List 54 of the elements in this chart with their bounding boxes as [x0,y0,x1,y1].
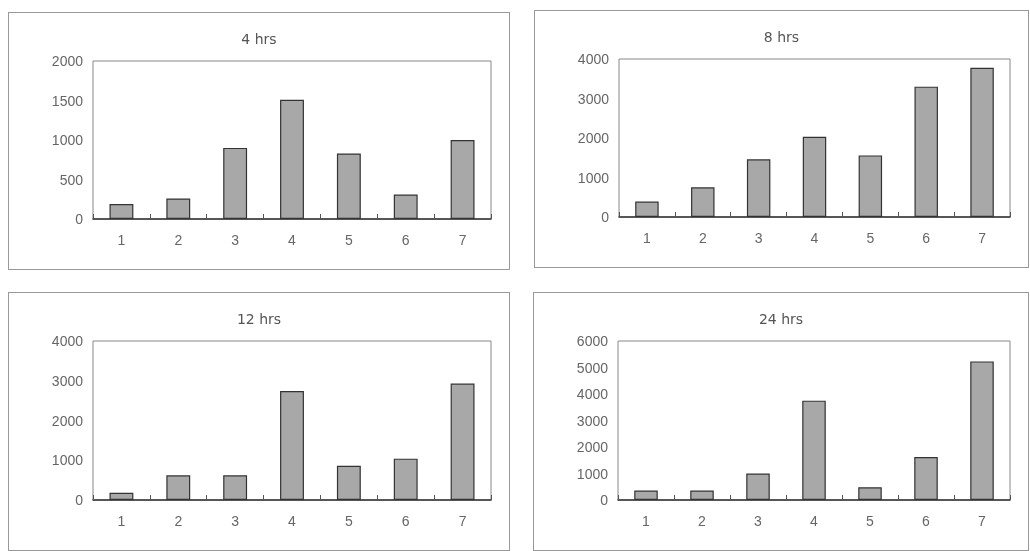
x-tick-label: 4 [288,232,297,248]
y-tick-label: 3000 [576,412,609,429]
y-tick-label: 5000 [576,359,609,376]
y-tick-label: 2000 [577,130,610,146]
x-tick-label: 3 [231,513,240,529]
x-tick-label: 4 [810,230,819,246]
chart-title: 24 hrs [758,311,804,327]
chart-title: 12 hrs [236,311,282,327]
y-tick-label: 2000 [576,439,609,455]
x-tick-label: 2 [174,513,183,529]
chart-title: 8 hrs [763,29,800,45]
y-tick-label: 1000 [51,132,84,148]
x-tick-label: 3 [754,513,763,529]
x-tick-label: 2 [698,230,707,246]
x-tick-label: 6 [401,232,410,248]
x-tick-label: 3 [754,230,763,246]
y-tick-label: 1000 [51,452,84,469]
y-tick-label: 0 [75,211,84,227]
y-tick-label: 1500 [51,92,84,109]
x-tick-label: 7 [458,232,467,248]
y-tick-label: 0 [600,492,609,508]
x-tick-label: 4 [810,513,819,529]
chart-title: 4 hrs [241,31,277,47]
x-tick-label: 1 [117,513,126,529]
y-tick-label: 3000 [51,372,84,389]
x-tick-label: 7 [978,230,987,246]
x-tick-label: 2 [698,513,707,529]
y-tick-label: 0 [601,209,610,225]
x-tick-label: 1 [643,230,652,246]
y-tick-label: 0 [75,492,84,508]
y-tick-label: 2000 [51,53,84,69]
y-tick-label: 4000 [51,333,84,349]
x-tick-label: 7 [458,513,467,529]
x-tick-label: 4 [288,513,297,529]
x-tick-label: 5 [344,232,353,248]
y-tick-label: 4000 [576,386,609,402]
y-tick-label: 500 [59,171,84,188]
x-tick-label: 1 [642,513,651,529]
x-tick-label: 5 [866,230,875,246]
x-tick-label: 6 [922,513,931,529]
y-tick-label: 3000 [577,90,610,107]
y-tick-label: 1000 [576,465,609,482]
y-tick-label: 2000 [51,412,84,429]
x-tick-label: 6 [922,230,931,246]
x-tick-label: 3 [231,232,240,248]
y-tick-label: 6000 [576,333,609,349]
x-tick-label: 5 [344,513,353,529]
y-tick-label: 1000 [577,169,610,186]
x-tick-label: 2 [174,232,183,248]
x-tick-label: 7 [978,513,987,529]
x-tick-label: 1 [117,232,126,248]
y-tick-label: 4000 [577,51,610,67]
x-tick-label: 5 [866,513,875,529]
x-tick-label: 6 [401,513,410,529]
